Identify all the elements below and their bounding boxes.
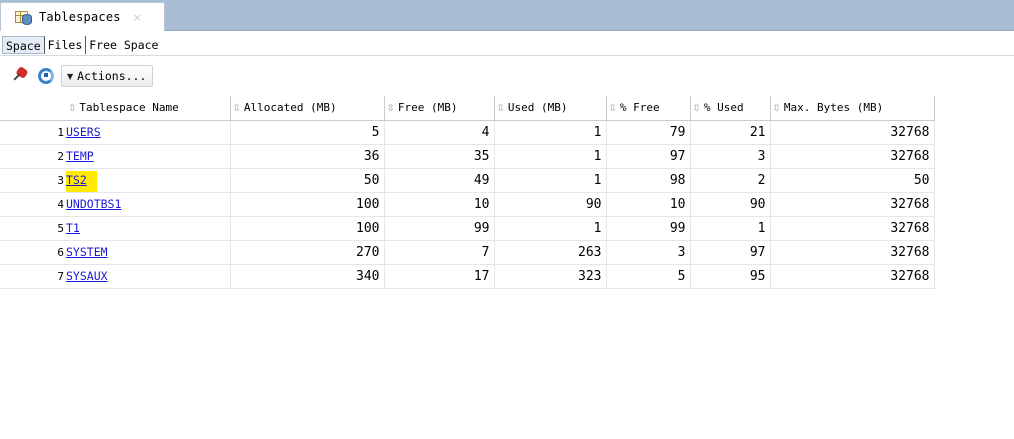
tablespace-table: ⇳ Tablespace Name ⇳ Allocated (MB) ⇳ Free (… [0, 96, 935, 289]
allocated-cell: 5 [230, 120, 385, 145]
header-row: ⇳ Tablespace Name ⇳ Allocated (MB) ⇳ Free (… [0, 96, 935, 121]
view-subtabs: Space Files Free Space [0, 34, 1014, 56]
column-header-tablespace-name[interactable]: ⇳ Tablespace Name [66, 96, 231, 121]
pct-used-cell: 1 [690, 216, 771, 241]
column-header-free[interactable]: ⇳ Free (MB) [384, 96, 495, 121]
sort-icon: ⇳ [496, 103, 505, 115]
tab-space[interactable]: Space [2, 35, 45, 54]
pct-free-cell: 5 [606, 264, 691, 289]
chevron-down-icon: ▼ [67, 71, 74, 81]
used-cell: 323 [494, 264, 607, 289]
free-cell: 17 [384, 264, 495, 289]
max-bytes-cell: 32768 [770, 120, 935, 145]
tablespace-grid: ⇳ Tablespace Name ⇳ Allocated (MB) ⇳ Free (… [0, 96, 935, 289]
used-cell: 1 [494, 216, 607, 241]
editor-tab-bar: Tablespaces × [0, 0, 1014, 31]
tab-tablespaces[interactable]: Tablespaces × [0, 2, 165, 31]
row-number: 1 [0, 120, 66, 145]
column-header-used[interactable]: ⇳ Used (MB) [494, 96, 607, 121]
max-bytes-cell: 32768 [770, 192, 935, 217]
tablespace-link[interactable]: SYSAUX [66, 268, 108, 283]
allocated-cell: 340 [230, 264, 385, 289]
allocated-cell: 100 [230, 216, 385, 241]
free-cell: 35 [384, 144, 495, 169]
used-cell: 1 [494, 120, 607, 145]
pct-free-cell: 97 [606, 144, 691, 169]
tablespace-link[interactable]: UNDOTBS1 [66, 196, 122, 211]
tab-files[interactable]: Files [45, 35, 87, 54]
tab-free-space[interactable]: Free Space [89, 37, 159, 52]
free-cell: 7 [384, 240, 495, 265]
tab-title: Tablespaces [39, 10, 121, 24]
row-highlight: TS2 [66, 170, 97, 192]
sort-icon: ⇳ [386, 103, 395, 115]
row-number: 5 [0, 216, 66, 241]
pct-free-cell: 10 [606, 192, 691, 217]
allocated-cell: 36 [230, 144, 385, 169]
tablespace-link[interactable]: USERS [66, 124, 101, 139]
table-row[interactable]: 3 TS2 50 49 1 98 2 50 [0, 168, 935, 193]
sort-icon: ⇳ [68, 103, 76, 115]
used-cell: 1 [494, 144, 607, 169]
allocated-cell: 270 [230, 240, 385, 265]
free-cell: 10 [384, 192, 495, 217]
row-number: 4 [0, 192, 66, 217]
pin-icon[interactable] [11, 65, 29, 85]
row-number: 7 [0, 264, 66, 289]
actions-label: Actions... [77, 69, 147, 83]
max-bytes-cell: 50 [770, 168, 935, 193]
allocated-cell: 100 [230, 192, 385, 217]
max-bytes-cell: 32768 [770, 216, 935, 241]
column-header-allocated[interactable]: ⇳ Allocated (MB) [230, 96, 385, 121]
sort-icon: ⇳ [772, 103, 781, 115]
pct-free-cell: 79 [606, 120, 691, 145]
allocated-cell: 50 [230, 168, 385, 193]
max-bytes-cell: 32768 [770, 240, 935, 265]
used-cell: 263 [494, 240, 607, 265]
table-row[interactable]: 2 TEMP 36 35 1 97 3 32768 [0, 144, 935, 169]
tablespace-icon [15, 9, 33, 25]
pct-used-cell: 21 [690, 120, 771, 145]
table-row[interactable]: 7 SYSAUX 340 17 323 5 95 32768 [0, 264, 935, 289]
table-row[interactable]: 5 T1 100 99 1 99 1 32768 [0, 216, 935, 241]
column-header-max-bytes[interactable]: ⇳ Max. Bytes (MB) [770, 96, 935, 121]
close-icon[interactable]: × [132, 10, 142, 24]
max-bytes-cell: 32768 [770, 144, 935, 169]
row-number: 2 [0, 144, 66, 169]
table-row[interactable]: 6 SYSTEM 270 7 263 3 97 32768 [0, 240, 935, 265]
max-bytes-cell: 32768 [770, 264, 935, 289]
tablespace-link[interactable]: TS2 [66, 172, 87, 187]
pct-used-cell: 97 [690, 240, 771, 265]
column-header-pct-free[interactable]: ⇳% Free [606, 96, 691, 121]
pct-free-cell: 99 [606, 216, 691, 241]
pct-free-cell: 3 [606, 240, 691, 265]
free-cell: 99 [384, 216, 495, 241]
sort-icon: ⇳ [692, 103, 701, 115]
column-header-pct-used[interactable]: ⇳% Used [690, 96, 771, 121]
pct-free-cell: 98 [606, 168, 691, 193]
tablespace-link[interactable]: SYSTEM [66, 244, 108, 259]
actions-dropdown-button[interactable]: ▼ Actions... [61, 65, 154, 87]
pct-used-cell: 90 [690, 192, 771, 217]
table-row[interactable]: 4 UNDOTBS1 100 10 90 10 90 32768 [0, 192, 935, 217]
free-cell: 49 [384, 168, 495, 193]
rownum-header [0, 96, 66, 121]
pct-used-cell: 3 [690, 144, 771, 169]
sort-icon: ⇳ [608, 103, 617, 115]
sort-icon: ⇳ [232, 103, 241, 115]
row-number: 3 [0, 168, 66, 193]
table-row[interactable]: 1 USERS 5 4 1 79 21 32768 [0, 120, 935, 145]
refresh-icon[interactable] [36, 67, 56, 85]
pct-used-cell: 2 [690, 168, 771, 193]
free-cell: 4 [384, 120, 495, 145]
used-cell: 90 [494, 192, 607, 217]
toolbar: ▼ Actions... [0, 62, 1014, 90]
tablespace-link[interactable]: TEMP [66, 148, 94, 163]
tablespace-link[interactable]: T1 [66, 220, 80, 235]
row-number: 6 [0, 240, 66, 265]
pct-used-cell: 95 [690, 264, 771, 289]
used-cell: 1 [494, 168, 607, 193]
